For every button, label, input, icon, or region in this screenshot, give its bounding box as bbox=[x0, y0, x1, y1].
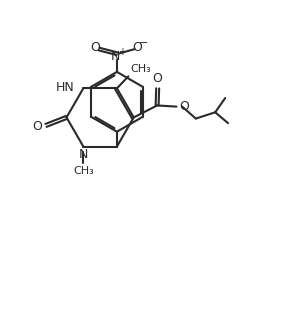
Text: −: − bbox=[139, 38, 148, 48]
Text: N: N bbox=[111, 50, 120, 63]
Text: N: N bbox=[79, 148, 88, 161]
Text: CH₃: CH₃ bbox=[131, 64, 151, 74]
Text: O: O bbox=[179, 100, 189, 113]
Text: O: O bbox=[153, 72, 163, 85]
Text: O: O bbox=[91, 41, 101, 54]
Text: O: O bbox=[32, 120, 42, 133]
Text: HN: HN bbox=[56, 81, 75, 94]
Text: O: O bbox=[132, 41, 142, 54]
Text: CH₃: CH₃ bbox=[73, 166, 94, 176]
Text: +: + bbox=[118, 47, 126, 57]
